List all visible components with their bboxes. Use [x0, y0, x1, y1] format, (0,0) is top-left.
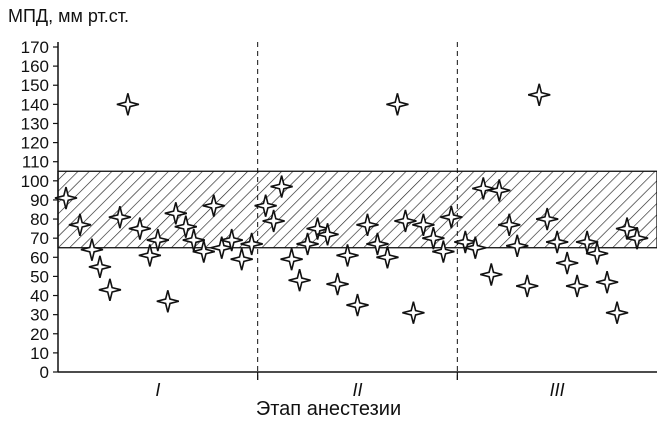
data-point: [288, 269, 311, 292]
data-point: [454, 230, 477, 254]
data-point: [156, 290, 180, 313]
data-point: [262, 209, 285, 233]
data-point: [280, 248, 303, 271]
data-point: [326, 272, 349, 296]
data-point: [202, 194, 225, 217]
data-point: [192, 240, 215, 263]
data-point: [528, 83, 551, 106]
data-point: [422, 226, 445, 250]
y-tick-label: 150: [21, 76, 49, 95]
category-label: II: [352, 380, 362, 398]
data-point: [366, 232, 389, 256]
data-point: [432, 240, 455, 263]
y-tick-label: 100: [21, 172, 49, 191]
data-point: [625, 226, 649, 250]
y-tick-label: 0: [40, 363, 49, 382]
data-point: [605, 301, 629, 324]
data-point: [230, 248, 253, 271]
data-point: [240, 232, 263, 256]
y-tick-label: 40: [30, 287, 49, 306]
data-point: [412, 213, 435, 236]
data-point: [555, 251, 579, 275]
data-point: [146, 228, 170, 252]
data-point: [535, 207, 559, 231]
data-point: [386, 93, 409, 116]
data-point: [88, 255, 112, 279]
y-tick-label: 140: [21, 95, 49, 114]
y-tick-label: 60: [30, 248, 49, 267]
y-tick-label: 90: [30, 191, 49, 210]
y-tick-label: 70: [30, 229, 49, 248]
y-tick-label: 120: [21, 134, 49, 153]
data-point: [402, 301, 425, 324]
data-point: [516, 274, 539, 298]
y-axis-title: МПД, мм рт.ст.: [8, 6, 129, 26]
data-point: [595, 270, 619, 294]
y-tick-label: 130: [21, 114, 49, 133]
data-point: [316, 223, 339, 246]
y-tick-label: 110: [22, 153, 49, 172]
data-point: [68, 213, 92, 236]
data-point: [615, 217, 639, 240]
scatter-chart: 0102030405060708090100110120130140150160…: [21, 38, 657, 398]
data-point: [108, 205, 132, 229]
category-label: III: [550, 380, 565, 398]
y-tick-label: 30: [30, 306, 49, 325]
data-point: [394, 209, 417, 233]
data-point: [506, 234, 529, 258]
y-tick-label: 20: [30, 325, 49, 344]
x-axis-title: Этап анестезии: [255, 398, 402, 420]
data-point: [585, 242, 609, 265]
data-point: [98, 278, 122, 301]
data-point: [270, 175, 293, 198]
data-point: [440, 205, 463, 229]
data-point: [498, 213, 521, 236]
data-point: [480, 263, 503, 286]
y-tick-label: 50: [30, 267, 49, 286]
y-tick-label: 10: [30, 344, 49, 363]
data-point: [210, 236, 233, 259]
data-point: [128, 217, 152, 240]
data-point: [296, 232, 319, 256]
data-point: [138, 244, 162, 267]
data-point: [54, 186, 78, 210]
reference-band: [57, 170, 657, 249]
y-tick-label: 160: [21, 57, 49, 76]
data-point: [356, 213, 379, 236]
data-point: [80, 238, 104, 261]
data-point: [174, 215, 197, 238]
data-point: [376, 246, 399, 269]
data-point: [254, 194, 277, 217]
category-label: I: [155, 380, 160, 398]
y-tick-label: 80: [30, 210, 49, 229]
data-point: [346, 293, 369, 317]
data-point: [336, 244, 359, 267]
data-point: [306, 217, 329, 240]
data-point: [545, 230, 569, 254]
data-point: [164, 202, 187, 225]
y-tick-label: 170: [21, 38, 49, 57]
data-point: [488, 179, 511, 202]
data-point: [220, 228, 243, 252]
data-point: [116, 93, 140, 116]
data-point: [464, 236, 487, 259]
data-point: [565, 274, 589, 298]
data-point: [472, 177, 495, 200]
